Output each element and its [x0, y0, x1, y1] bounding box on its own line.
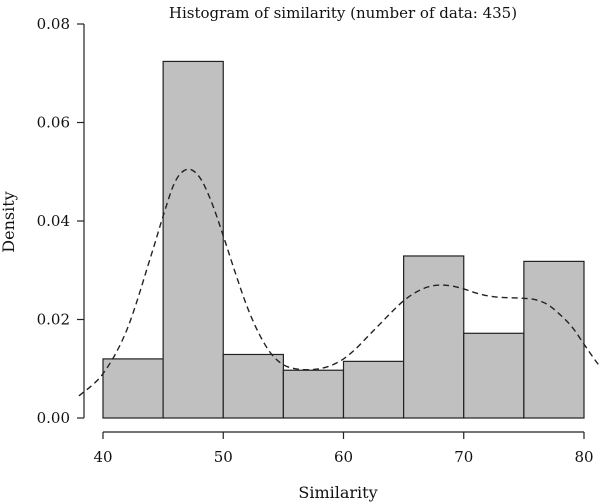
histogram-bar: [463, 332, 525, 419]
x-tick-label: 60: [334, 448, 353, 466]
y-axis-label: Density: [0, 191, 18, 252]
y-tick-label: 0.08: [37, 15, 70, 33]
y-tick-label: 0.00: [37, 409, 70, 427]
density-curve: [78, 168, 600, 397]
x-tick-label: 40: [93, 448, 112, 466]
chart-title: Histogram of similarity (number of data:…: [169, 4, 517, 22]
x-tick-label: 70: [454, 448, 473, 466]
histogram-bar: [162, 60, 224, 419]
y-tick-label: 0.06: [37, 114, 70, 132]
y-tick-label: 0.04: [37, 212, 70, 230]
x-tick-label: 80: [574, 448, 593, 466]
histogram-bar: [282, 369, 345, 419]
histogram-bar: [102, 358, 164, 419]
histogram-bar: [342, 360, 405, 419]
histogram-bar: [523, 260, 585, 419]
y-tick-label: 0.02: [37, 311, 70, 329]
x-axis-label: Similarity: [298, 483, 377, 502]
histogram-bar: [403, 255, 465, 419]
histogram-bar: [222, 353, 284, 419]
x-tick-label: 50: [214, 448, 233, 466]
